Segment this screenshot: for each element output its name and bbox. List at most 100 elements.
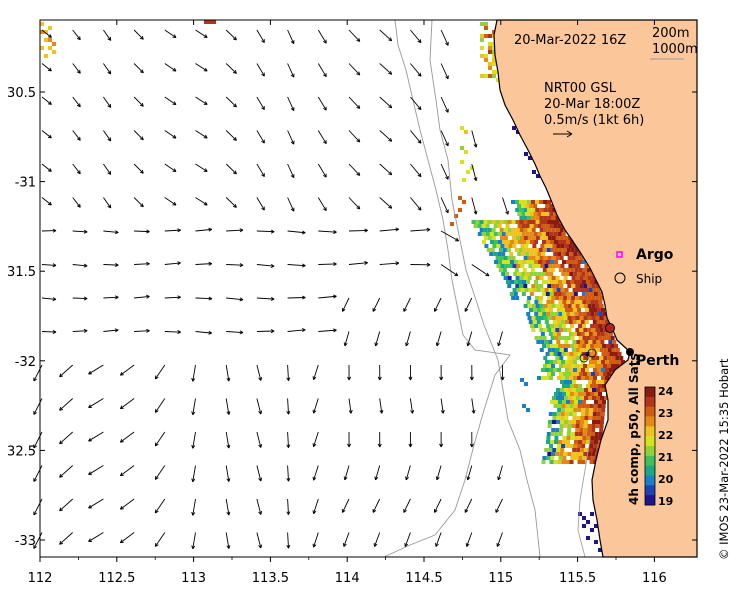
current-arrow [195,96,208,105]
sst-pixel [567,316,572,320]
sst-pixel [542,336,547,340]
x-tick-label: 112 [28,571,53,586]
sst-pixel [595,304,600,308]
sst-pixel [556,412,561,416]
sst-pixel [473,224,478,228]
current-arrow-head [119,472,124,477]
current-arrow-head [445,108,449,113]
sst-pixel [517,204,522,208]
colorbar-segment [645,406,655,417]
sst-pixel [590,436,595,440]
current-arrow [154,398,166,413]
sst-pixel [581,368,585,372]
sst-pixel [539,296,544,300]
current-arrow-head [497,342,502,347]
current-arrow-head [239,228,244,233]
sst-pixel [562,392,566,396]
sst-pixel [573,272,578,276]
current-arrow-head [312,543,317,548]
sst-pixel [559,236,564,240]
sst-pixel [548,340,553,344]
sst-pixel [588,308,593,312]
sst-pixel [594,280,598,284]
current-arrow-head [191,377,196,382]
current-arrow [467,465,473,481]
sst-pixel [562,280,566,284]
sst-pixel [515,276,520,280]
current-arrow-head [107,137,112,142]
current-arrow [195,263,212,265]
sst-pixel [560,264,565,268]
sst-pixel [547,348,552,352]
sst-pixel [613,360,617,364]
sst-pixel [588,412,593,416]
current-arrow [33,532,43,549]
sst-pixel [504,264,509,268]
sst-pixel [566,300,571,304]
current-arrow-head [172,168,177,173]
sst-pixel [500,244,505,248]
current-arrow [379,29,393,42]
current-arrow-head [33,511,37,516]
current-arrow-head [59,507,64,512]
current-arrow [440,29,449,46]
sst-pixel [566,344,571,348]
sst-pixel [571,296,576,300]
sst-pixel [558,300,563,304]
sst-pixel [554,312,559,316]
current-arrow-head [377,443,382,448]
sst-pixel [511,200,515,204]
sst-pixel [554,432,559,436]
current-arrow-head [76,103,81,108]
sst-pixel [583,452,588,456]
current-arrow [33,465,43,482]
sst-pixel [598,436,603,440]
current-arrow-head [172,34,177,39]
current-arrow [192,498,196,516]
sst-pixel [567,304,572,308]
sst-pixel [48,46,52,50]
current-arrow-head [286,544,291,549]
sst-pixel [563,364,567,368]
sst-pixel [542,280,546,284]
sst-pixel [580,448,585,452]
sst-pixel [533,272,538,276]
current-arrow [195,197,208,206]
current-arrow [225,163,237,175]
sst-pixel [562,260,566,264]
sst-pixel [575,316,580,320]
current-arrow-head [373,543,378,547]
sst-pixel [526,408,530,412]
sst-pixel [582,392,586,396]
sst-pixel [600,332,605,336]
sst-pixel [586,456,591,460]
sst-pixel [558,268,563,272]
sst-pixel [569,272,574,276]
current-arrow-head [114,295,119,300]
sst-pixel [601,368,605,372]
current-arrow [41,163,52,172]
current-arrow [410,197,422,211]
isobath-200m-label: 200m [652,26,689,41]
current-arrow [33,431,43,449]
sst-pixel [602,400,606,404]
current-arrow-head [239,330,244,335]
current-arrow [195,297,212,300]
sst-pixel [590,280,594,284]
current-arrow-head [232,103,237,108]
sst-pixel [458,208,462,212]
sst-pixel [547,216,552,220]
sst-pixel [208,20,212,24]
sst-pixel [605,368,609,372]
sst-pixel [562,268,567,272]
sst-pixel [568,332,573,336]
sst-pixel [571,452,576,456]
sst-pixel [514,240,518,244]
sst-pixel [509,252,514,256]
sst-pixel [557,292,562,296]
sst-pixel [547,316,552,320]
sst-pixel [570,268,575,272]
sst-pixel [545,224,550,228]
sst-pixel [567,284,572,288]
sst-pixel [546,344,551,348]
